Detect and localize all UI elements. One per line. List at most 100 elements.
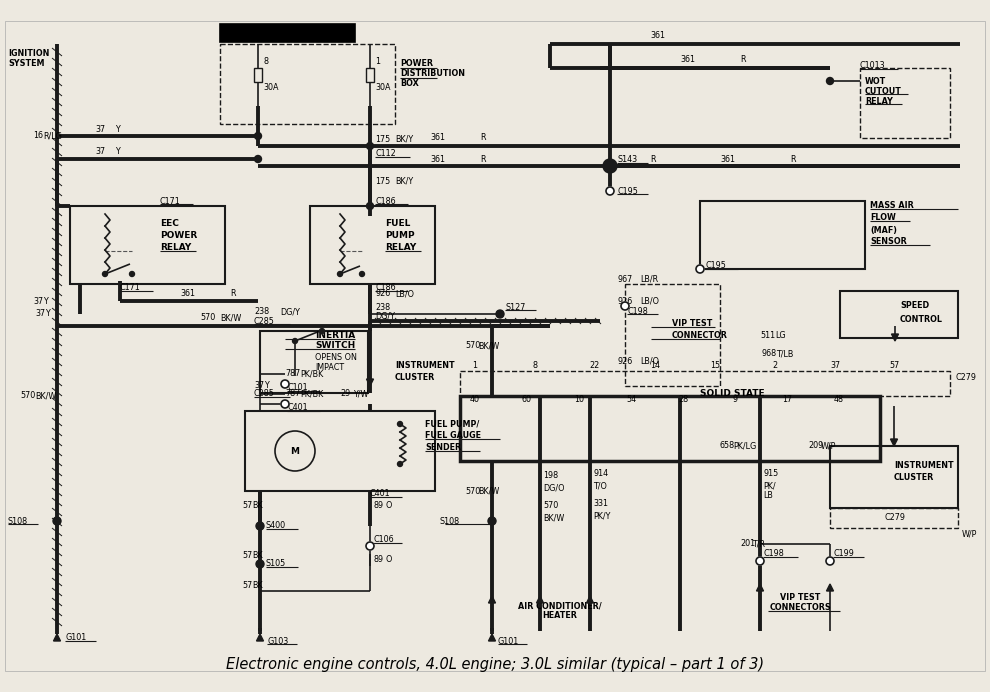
Text: C401: C401 (370, 489, 391, 498)
Text: S108: S108 (440, 516, 460, 525)
Circle shape (827, 78, 834, 84)
Text: FUEL: FUEL (385, 219, 411, 228)
Text: Y: Y (43, 296, 48, 305)
Text: BK/W: BK/W (478, 341, 499, 351)
Text: C285: C285 (254, 316, 275, 325)
Text: POWER: POWER (160, 232, 197, 241)
Text: S105: S105 (266, 560, 286, 569)
Text: 361: 361 (680, 55, 695, 64)
Text: 60: 60 (522, 394, 532, 403)
Text: 1: 1 (375, 57, 380, 66)
Text: 926: 926 (375, 289, 390, 298)
Circle shape (359, 271, 364, 277)
Text: RELAY: RELAY (160, 244, 191, 253)
Text: BK/W: BK/W (220, 313, 242, 322)
Polygon shape (890, 439, 898, 446)
Circle shape (254, 132, 261, 140)
Bar (625, 284, 720, 386)
Text: 967: 967 (618, 275, 634, 284)
Text: PK/BK: PK/BK (300, 370, 324, 379)
Text: 17: 17 (782, 394, 792, 403)
Bar (840, 291, 958, 338)
Text: 22: 22 (590, 361, 600, 370)
Text: 30A: 30A (263, 84, 278, 93)
Text: BK/W: BK/W (478, 486, 499, 495)
Text: 570: 570 (543, 502, 558, 511)
Text: W/P: W/P (821, 441, 837, 450)
Bar (700, 201, 865, 269)
Text: 8: 8 (263, 57, 268, 66)
Text: POWER: POWER (400, 60, 433, 69)
Text: SWITCH: SWITCH (315, 341, 355, 351)
Text: SOLID STATE: SOLID STATE (700, 390, 764, 399)
Text: INERTIA: INERTIA (315, 331, 355, 340)
Text: S143: S143 (617, 154, 638, 163)
Text: C186: C186 (375, 197, 396, 206)
Circle shape (254, 156, 261, 163)
Text: 361: 361 (650, 32, 665, 41)
Bar (220, 24, 355, 42)
Bar (830, 508, 958, 528)
Text: 968: 968 (762, 349, 777, 358)
Text: 201: 201 (740, 540, 755, 549)
Text: HEATER: HEATER (543, 612, 577, 621)
Text: 37: 37 (95, 125, 105, 134)
Text: 37: 37 (254, 381, 264, 390)
Text: 570: 570 (465, 341, 480, 351)
Bar (460, 371, 950, 396)
Circle shape (366, 542, 374, 550)
Bar (70, 206, 225, 284)
Text: 238: 238 (375, 304, 390, 313)
Polygon shape (366, 379, 373, 386)
Circle shape (256, 560, 264, 568)
Text: FLOW: FLOW (870, 214, 896, 223)
Text: R: R (230, 289, 236, 298)
Text: LB/O: LB/O (395, 289, 414, 298)
Circle shape (103, 271, 108, 277)
Text: SPEED: SPEED (900, 302, 930, 311)
Text: 361: 361 (430, 154, 445, 163)
Text: MASS AIR: MASS AIR (870, 201, 914, 210)
Text: 28: 28 (678, 394, 688, 403)
Text: S127: S127 (505, 302, 526, 311)
Text: R: R (740, 55, 745, 64)
Polygon shape (537, 596, 544, 603)
Text: 926: 926 (618, 296, 634, 305)
Circle shape (488, 517, 496, 525)
Text: PK/LG: PK/LG (733, 441, 756, 450)
Text: 175: 175 (375, 134, 390, 143)
Text: 15: 15 (710, 361, 720, 370)
Text: C171: C171 (120, 284, 141, 293)
Circle shape (398, 421, 403, 426)
Text: C199: C199 (833, 549, 853, 558)
Circle shape (53, 517, 61, 525)
Text: LG: LG (775, 331, 786, 340)
Text: CLUSTER: CLUSTER (894, 473, 935, 482)
Text: CONNECTOR: CONNECTOR (672, 331, 728, 340)
Text: 361: 361 (180, 289, 195, 298)
Polygon shape (756, 584, 763, 591)
Text: CONTROL: CONTROL (900, 314, 943, 323)
Circle shape (292, 338, 298, 343)
Text: 16: 16 (33, 131, 43, 140)
Text: DG/Y: DG/Y (375, 311, 395, 320)
Text: PK/Y: PK/Y (593, 511, 611, 520)
Text: SYSTEM: SYSTEM (8, 60, 45, 69)
Text: 658: 658 (720, 441, 736, 450)
Text: 238: 238 (254, 307, 269, 316)
Text: BK: BK (252, 552, 262, 561)
Text: FUEL GAUGE: FUEL GAUGE (425, 432, 481, 441)
Text: T/R: T/R (752, 540, 765, 549)
Text: RELAY: RELAY (385, 244, 416, 253)
Bar (220, 44, 395, 124)
Text: 175: 175 (375, 176, 390, 185)
Text: C279: C279 (955, 374, 976, 383)
Text: PK/BK: PK/BK (300, 390, 324, 399)
Circle shape (398, 462, 403, 466)
Polygon shape (892, 334, 899, 341)
Text: BOX: BOX (400, 80, 419, 89)
Text: G101: G101 (498, 637, 519, 646)
Circle shape (256, 522, 264, 530)
Text: PUMP: PUMP (385, 232, 415, 241)
Text: 40: 40 (470, 394, 480, 403)
